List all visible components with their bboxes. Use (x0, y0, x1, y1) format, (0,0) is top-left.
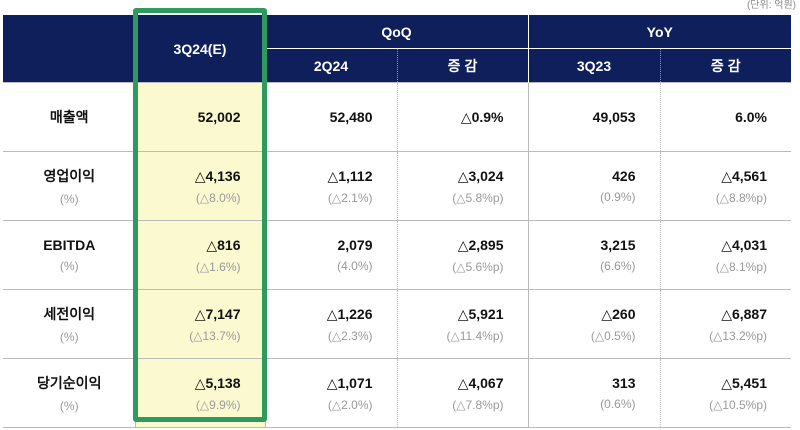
header-current: 3Q24(E) (134, 15, 265, 83)
value: 426 (612, 168, 636, 184)
row-label: EBITDA (%) (3, 220, 135, 290)
value-cell: △1,226 (△2.3%) (264, 289, 397, 359)
value-cell: 6.0% (659, 82, 792, 152)
value: 313 (612, 375, 636, 391)
earnings-table: 3Q24(E) QoQ YoY 2Q24 증 감 3Q23 증 감 매출액 52,… (3, 15, 792, 428)
header-prev-quarter: 2Q24 (264, 48, 397, 83)
value: 49,053 (592, 109, 636, 125)
header-qoq-change: 증 감 (396, 48, 528, 83)
table-row: 영업이익 (%) △4,136 (△8.0%) △1,112 (△2.1%) △3,024 (… (3, 151, 792, 221)
value-cell: 52,480 (264, 82, 397, 152)
margin-value: (△8.8%p) (715, 190, 768, 205)
margin-value: (△2.3%) (327, 328, 373, 343)
table-row: 세전이익 (%) △7,147 (△13.7%) △1,226 (△2.3%) △5,921… (3, 289, 792, 359)
row-label-unit: (%) (59, 399, 79, 413)
value-cell: 49,053 (527, 82, 660, 152)
header-qoq: QoQ (264, 15, 528, 49)
value-cell: 426 (0.9%) (527, 151, 660, 221)
value-cell: △1,071 (△2.0%) (264, 358, 397, 428)
value: △5,921 (457, 305, 504, 322)
value: △4,136 (194, 167, 241, 184)
table-row: EBITDA (%) △816 (△1.6%) 2,079 (4.0%) △2,895 (△5… (3, 220, 792, 290)
margin-value: (4.0%) (337, 259, 373, 273)
value: △7,147 (194, 305, 241, 322)
value-cell: △4,067 (△7.8%p) (396, 358, 528, 428)
row-label-text: EBITDA (43, 237, 96, 253)
value: △4,031 (721, 236, 768, 253)
header-blank (3, 15, 135, 83)
value: △5,138 (194, 374, 241, 391)
row-label-text: 당기순이익 (37, 375, 102, 391)
header-yoy-change: 증 감 (659, 48, 792, 83)
value-cell: △5,138 (△9.9%) (134, 358, 265, 428)
margin-value: (△8.0%) (195, 190, 241, 205)
value-cell: △2,895 (△5.6%p) (396, 220, 528, 290)
value-cell: △4,561 (△8.8%p) (659, 151, 792, 221)
margin-value: (△5.6%p) (452, 259, 504, 274)
value: 2,079 (337, 237, 373, 253)
value: 6.0% (735, 109, 768, 125)
header-yoy: YoY (527, 15, 792, 49)
row-label-unit: (%) (59, 259, 79, 273)
value-cell: 52,002 (134, 82, 265, 152)
value: 3,215 (600, 237, 636, 253)
margin-value: (△13.2%p) (709, 328, 768, 343)
row-label: 영업이익 (%) (3, 151, 135, 221)
value: △4,561 (721, 167, 768, 184)
margin-value: (△1.6%) (195, 259, 241, 274)
margin-value: (△8.1%p) (715, 259, 768, 274)
value: 52,002 (197, 109, 241, 125)
value: △1,112 (327, 167, 373, 184)
margin-value: (0.6%) (600, 397, 636, 411)
value-cell: △3,024 (△5.8%p) (396, 151, 528, 221)
value: △260 (601, 305, 636, 322)
value-cell: △1,112 (△2.1%) (264, 151, 397, 221)
margin-value: (△2.1%) (327, 190, 373, 205)
value: △1,071 (326, 374, 373, 391)
value-cell: △5,451 (△10.5%p) (659, 358, 792, 428)
value-cell: 313 (0.6%) (527, 358, 660, 428)
value-cell: △6,887 (△13.2%p) (659, 289, 792, 359)
value: △0.9% (460, 108, 504, 125)
row-label: 세전이익 (%) (3, 289, 135, 359)
row-label: 매출액 (3, 82, 135, 152)
value: △2,895 (457, 236, 504, 253)
value-cell: △0.9% (396, 82, 528, 152)
margin-value: (6.6%) (600, 259, 636, 273)
value-cell: △816 (△1.6%) (134, 220, 265, 290)
value: △5,451 (721, 374, 768, 391)
row-label-text: 세전이익 (43, 306, 96, 322)
row-label: 당기순이익 (%) (3, 358, 135, 428)
table-row: 매출액 52,002 52,480 △0.9% 49,053 6.0% (3, 82, 792, 152)
value-cell: 2,079 (4.0%) (264, 220, 397, 290)
value: △4,067 (457, 374, 504, 391)
margin-value: (△10.5%p) (709, 397, 768, 412)
margin-value: (△11.4%p) (446, 328, 504, 343)
header-prev-year: 3Q23 (527, 48, 660, 83)
margin-value: (△7.8%p) (452, 397, 504, 412)
margin-value: (0.9%) (600, 190, 636, 204)
value: △3,024 (457, 167, 504, 184)
value: △6,887 (721, 305, 768, 322)
row-label-unit: (%) (59, 330, 79, 344)
margin-value: (△2.0%) (327, 397, 373, 412)
value-cell: △4,136 (△8.0%) (134, 151, 265, 221)
value: △816 (206, 236, 241, 253)
value: 52,480 (329, 109, 373, 125)
value-cell: △4,031 (△8.1%p) (659, 220, 792, 290)
margin-value: (△13.7%) (189, 328, 241, 343)
value-cell: △7,147 (△13.7%) (134, 289, 265, 359)
value-cell: 3,215 (6.6%) (527, 220, 660, 290)
unit-label: (단위: 억원) (746, 0, 796, 11)
row-label-unit: (%) (59, 192, 79, 206)
table-row: 당기순이익 (%) △5,138 (△9.9%) △1,071 (△2.0%) △4,067… (3, 358, 792, 428)
row-label-text: 영업이익 (43, 168, 96, 184)
value: △1,226 (326, 305, 373, 322)
value-cell: △5,921 (△11.4%p) (396, 289, 528, 359)
margin-value: (△5.8%p) (452, 190, 504, 205)
row-label-text: 매출액 (49, 109, 89, 125)
margin-value: (△9.9%) (195, 397, 241, 412)
margin-value: (△0.5%) (590, 328, 636, 343)
value-cell: △260 (△0.5%) (527, 289, 660, 359)
